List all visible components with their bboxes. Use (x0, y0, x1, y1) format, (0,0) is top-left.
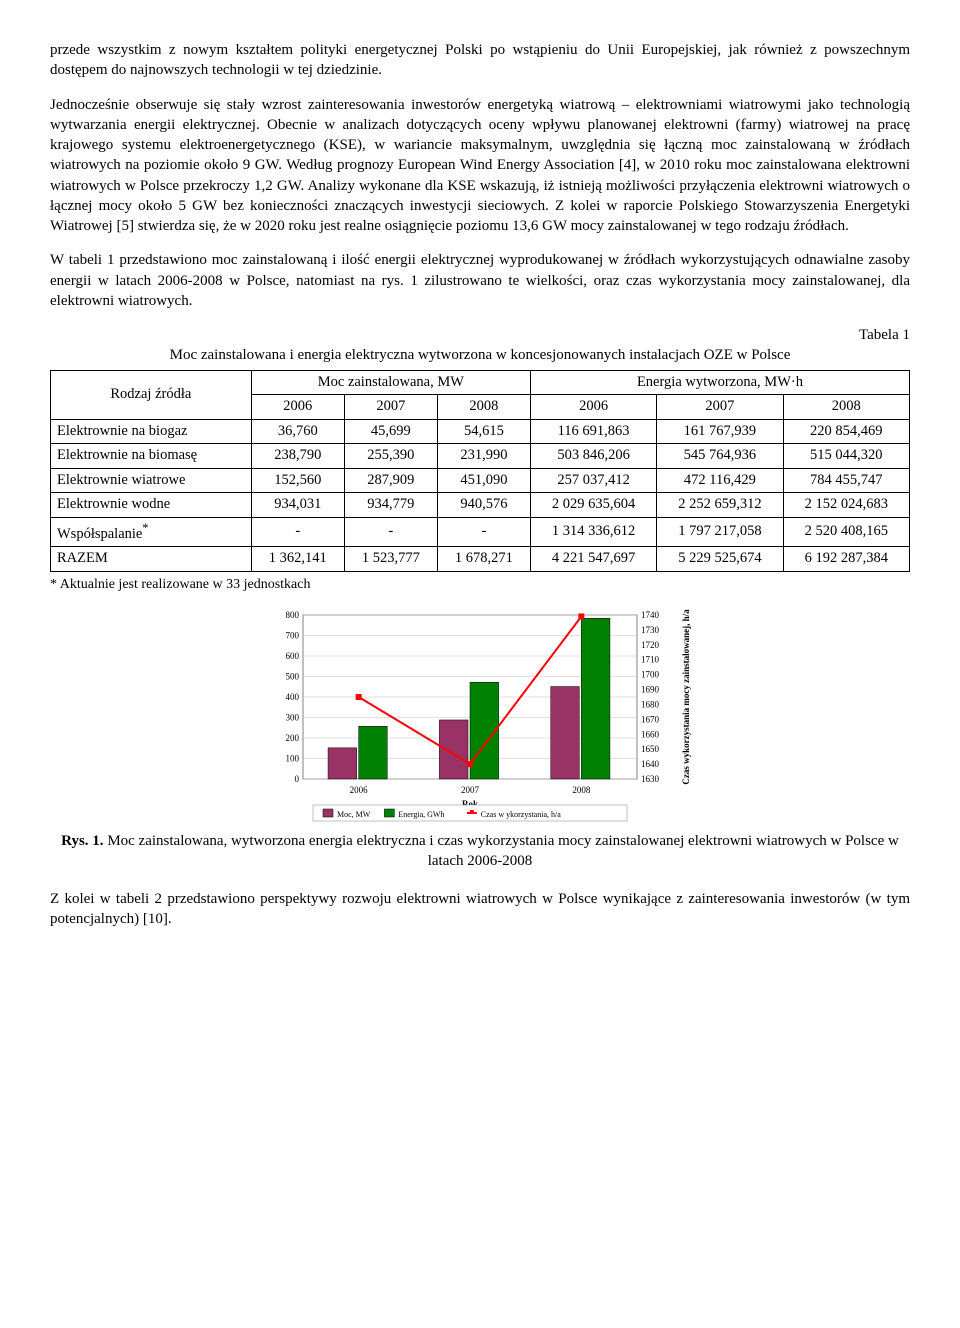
svg-text:100: 100 (286, 753, 300, 763)
figure-caption: Rys. 1. Moc zainstalowana, wytworzona en… (50, 831, 910, 872)
table-row: Współspalanie*---1 314 336,6121 797 217,… (51, 517, 910, 546)
svg-text:Moc, MW: Moc, MW (337, 810, 371, 819)
body-paragraph: przede wszystkim z nowym kształtem polit… (50, 40, 910, 81)
cell-value: 2 252 659,312 (657, 493, 783, 518)
svg-text:400: 400 (286, 692, 300, 702)
svg-text:1700: 1700 (641, 669, 660, 679)
svg-text:2007: 2007 (461, 785, 480, 795)
row-label: Współspalanie* (51, 517, 252, 546)
cell-value: 4 221 547,697 (530, 547, 656, 572)
svg-text:1740: 1740 (641, 610, 660, 620)
svg-text:0: 0 (295, 774, 300, 784)
table-row: Elektrownie na biogaz36,76045,69954,6151… (51, 419, 910, 444)
svg-text:700: 700 (286, 630, 300, 640)
col-group-energia: Energia wytworzona, MW·h (530, 370, 909, 395)
cell-value: 161 767,939 (657, 419, 783, 444)
table-label: Tabela 1 (50, 325, 910, 345)
cell-value: 2 152 024,683 (783, 493, 909, 518)
col-header-year: 2007 (344, 395, 437, 420)
svg-text:1630: 1630 (641, 774, 660, 784)
cell-value: 1 523,777 (344, 547, 437, 572)
cell-value: 1 362,141 (251, 547, 344, 572)
cell-value: 152,560 (251, 468, 344, 493)
cell-value: 45,699 (344, 419, 437, 444)
body-paragraph: Z kolei w tabeli 2 przedstawiono perspek… (50, 889, 910, 930)
col-group-moc: Moc zainstalowana, MW (251, 370, 530, 395)
col-header-year: 2006 (251, 395, 344, 420)
svg-text:800: 800 (286, 610, 300, 620)
svg-text:Czas wykorzystania mocy zainst: Czas wykorzystania mocy zainstalowanej, … (681, 609, 691, 785)
cell-value: 934,779 (344, 493, 437, 518)
row-label: RAZEM (51, 547, 252, 572)
table-footnote: * Aktualnie jest realizowane w 33 jednos… (50, 576, 910, 595)
svg-text:1690: 1690 (641, 684, 660, 694)
cell-value: 116 691,863 (530, 419, 656, 444)
cell-value: 54,615 (437, 419, 530, 444)
row-label: Elektrownie na biogaz (51, 419, 252, 444)
svg-text:1720: 1720 (641, 640, 660, 650)
svg-text:1680: 1680 (641, 699, 660, 709)
cell-value: 1 797 217,058 (657, 517, 783, 546)
svg-text:Czas w ykorzystania, h/a: Czas w ykorzystania, h/a (481, 810, 561, 819)
svg-text:300: 300 (286, 712, 300, 722)
svg-text:1710: 1710 (641, 654, 660, 664)
svg-text:2008: 2008 (572, 785, 591, 795)
svg-text:1660: 1660 (641, 729, 660, 739)
cell-value: 934,031 (251, 493, 344, 518)
figure-caption-text: Moc zainstalowana, wytworzona energia el… (107, 833, 899, 869)
table-oze: Rodzaj źródła Moc zainstalowana, MW Ener… (50, 370, 910, 572)
row-label: Elektrownie wiatrowe (51, 468, 252, 493)
table-row: RAZEM1 362,1411 523,7771 678,2714 221 54… (51, 547, 910, 572)
table-row: Elektrownie na biomasę238,790255,390231,… (51, 444, 910, 469)
row-label: Elektrownie wodne (51, 493, 252, 518)
col-header-year: 2008 (437, 395, 530, 420)
cell-value: 2 520 408,165 (783, 517, 909, 546)
cell-value: 1 314 336,612 (530, 517, 656, 546)
col-header-year: 2007 (657, 395, 783, 420)
table-row: Elektrownie wiatrowe152,560287,909451,09… (51, 468, 910, 493)
svg-text:200: 200 (286, 733, 300, 743)
table-row: Elektrownie wodne934,031934,779940,5762 … (51, 493, 910, 518)
body-paragraph: Jednocześnie obserwuje się stały wzrost … (50, 95, 910, 237)
col-header-year: 2008 (783, 395, 909, 420)
cell-value: - (344, 517, 437, 546)
row-label: Elektrownie na biomasę (51, 444, 252, 469)
svg-text:1670: 1670 (641, 714, 660, 724)
cell-value: - (437, 517, 530, 546)
svg-text:Energia, GWh: Energia, GWh (398, 810, 444, 819)
svg-text:500: 500 (286, 671, 300, 681)
figure-label: Rys. 1. (61, 833, 103, 849)
col-header-year: 2006 (530, 395, 656, 420)
cell-value: 503 846,206 (530, 444, 656, 469)
cell-value: 784 455,747 (783, 468, 909, 493)
bar-line-chart: 0 100 200 300 400 500 600 700 800 1630 1640 1650 166… (265, 607, 695, 827)
cell-value: 5 229 525,674 (657, 547, 783, 572)
cell-value: 255,390 (344, 444, 437, 469)
svg-text:2006: 2006 (350, 785, 369, 795)
col-header-source: Rodzaj źródła (51, 370, 252, 419)
cell-value: 1 678,271 (437, 547, 530, 572)
cell-value: 545 764,936 (657, 444, 783, 469)
cell-value: 2 029 635,604 (530, 493, 656, 518)
cell-value: 472 116,429 (657, 468, 783, 493)
svg-text:600: 600 (286, 651, 300, 661)
body-paragraph: W tabeli 1 przedstawiono moc zainstalowa… (50, 250, 910, 311)
cell-value: 238,790 (251, 444, 344, 469)
cell-value: 6 192 287,384 (783, 547, 909, 572)
svg-text:1730: 1730 (641, 625, 660, 635)
chart-container: 0 100 200 300 400 500 600 700 800 1630 1640 1650 166… (50, 607, 910, 827)
table-caption: Moc zainstalowana i energia elektryczna … (50, 345, 910, 365)
cell-value: - (251, 517, 344, 546)
cell-value: 940,576 (437, 493, 530, 518)
cell-value: 451,090 (437, 468, 530, 493)
cell-value: 231,990 (437, 444, 530, 469)
svg-text:1650: 1650 (641, 744, 660, 754)
cell-value: 287,909 (344, 468, 437, 493)
cell-value: 36,760 (251, 419, 344, 444)
cell-value: 515 044,320 (783, 444, 909, 469)
cell-value: 257 037,412 (530, 468, 656, 493)
svg-text:1640: 1640 (641, 759, 660, 769)
cell-value: 220 854,469 (783, 419, 909, 444)
